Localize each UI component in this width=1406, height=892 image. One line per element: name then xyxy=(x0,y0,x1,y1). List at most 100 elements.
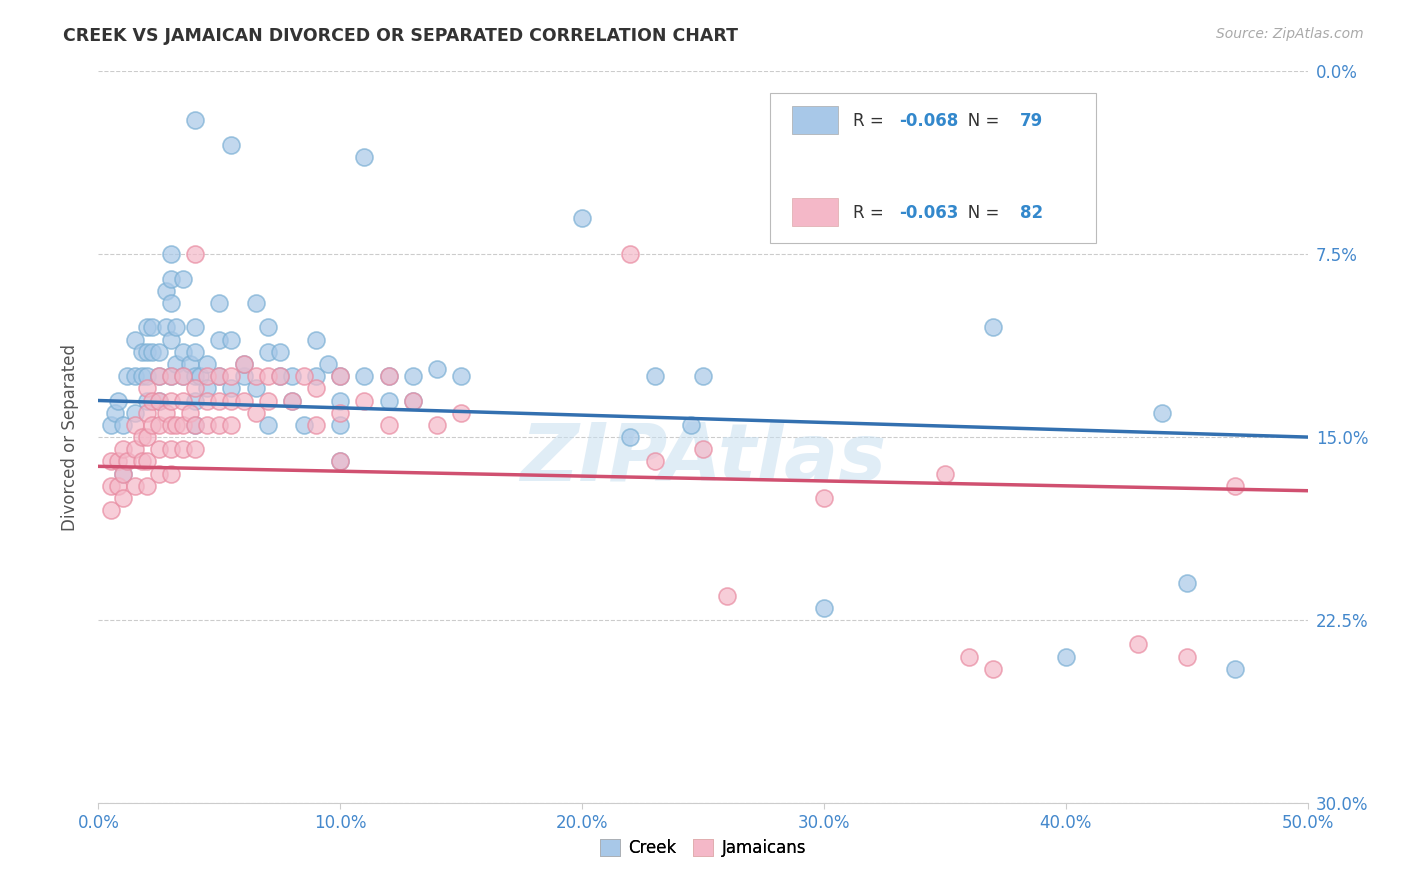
Point xyxy=(269,369,291,384)
Point xyxy=(292,369,315,384)
Point xyxy=(281,369,304,384)
Text: Source: ZipAtlas.com: Source: ZipAtlas.com xyxy=(1216,27,1364,41)
Point xyxy=(148,417,170,432)
Point xyxy=(148,369,170,384)
Point xyxy=(195,357,218,371)
Point xyxy=(269,344,291,359)
Text: 82: 82 xyxy=(1019,203,1043,221)
Point xyxy=(184,344,207,359)
Point xyxy=(402,369,425,384)
Point xyxy=(208,417,231,432)
Point xyxy=(155,320,177,334)
Text: 79: 79 xyxy=(1019,112,1043,130)
Point xyxy=(135,430,157,444)
Point xyxy=(353,369,375,384)
Point xyxy=(124,333,146,347)
Point xyxy=(426,417,449,432)
Point xyxy=(353,393,375,408)
Point xyxy=(165,417,187,432)
Point xyxy=(172,369,194,384)
Point xyxy=(184,393,207,408)
Point xyxy=(124,479,146,493)
Point xyxy=(644,369,666,384)
Point xyxy=(450,406,472,420)
Point xyxy=(135,381,157,395)
Point xyxy=(232,369,254,384)
Point xyxy=(329,393,352,408)
Point xyxy=(148,442,170,457)
Point xyxy=(221,381,243,395)
Point xyxy=(245,406,267,420)
Point xyxy=(124,406,146,420)
Point xyxy=(329,369,352,384)
Point xyxy=(1223,479,1246,493)
Point xyxy=(195,369,218,384)
Point xyxy=(172,344,194,359)
Point xyxy=(644,454,666,468)
Point xyxy=(100,503,122,517)
Point xyxy=(256,417,278,432)
Point xyxy=(1054,649,1077,664)
Point xyxy=(1152,406,1174,420)
Point xyxy=(155,284,177,298)
Point xyxy=(111,491,134,505)
Point xyxy=(100,454,122,468)
Point xyxy=(934,467,956,481)
Point xyxy=(1223,662,1246,676)
Point xyxy=(160,296,183,310)
Point xyxy=(160,271,183,285)
Point xyxy=(111,442,134,457)
Point xyxy=(172,271,194,285)
Point xyxy=(1175,576,1198,591)
Point xyxy=(221,393,243,408)
Point xyxy=(305,381,328,395)
Point xyxy=(195,393,218,408)
Point xyxy=(184,320,207,334)
Point xyxy=(305,369,328,384)
Point xyxy=(716,589,738,603)
Point xyxy=(165,357,187,371)
Point xyxy=(619,430,641,444)
Point xyxy=(155,406,177,420)
Text: CREEK VS JAMAICAN DIVORCED OR SEPARATED CORRELATION CHART: CREEK VS JAMAICAN DIVORCED OR SEPARATED … xyxy=(63,27,738,45)
Point xyxy=(195,381,218,395)
Point xyxy=(256,393,278,408)
Point xyxy=(208,369,231,384)
Point xyxy=(135,406,157,420)
Point xyxy=(148,393,170,408)
Point xyxy=(160,442,183,457)
Text: -0.063: -0.063 xyxy=(898,203,959,221)
Point xyxy=(160,247,183,261)
Point xyxy=(107,479,129,493)
Point xyxy=(256,320,278,334)
Point xyxy=(160,369,183,384)
Point xyxy=(305,417,328,432)
Point xyxy=(148,369,170,384)
Point xyxy=(281,393,304,408)
Point xyxy=(692,442,714,457)
Point xyxy=(377,393,399,408)
Text: R =: R = xyxy=(853,203,889,221)
Point xyxy=(184,442,207,457)
Point xyxy=(160,467,183,481)
Point xyxy=(124,417,146,432)
Point xyxy=(208,369,231,384)
Text: R =: R = xyxy=(853,112,889,130)
Point xyxy=(184,369,207,384)
Point xyxy=(135,369,157,384)
Point xyxy=(221,333,243,347)
FancyBboxPatch shape xyxy=(769,94,1097,244)
Point xyxy=(256,369,278,384)
Point xyxy=(117,454,139,468)
Point xyxy=(124,369,146,384)
Point xyxy=(184,113,207,128)
Point xyxy=(172,393,194,408)
Point xyxy=(981,662,1004,676)
Point xyxy=(111,467,134,481)
Point xyxy=(692,369,714,384)
Point xyxy=(160,369,183,384)
Point xyxy=(141,393,163,408)
Point xyxy=(141,344,163,359)
Point xyxy=(221,137,243,152)
Point xyxy=(619,247,641,261)
